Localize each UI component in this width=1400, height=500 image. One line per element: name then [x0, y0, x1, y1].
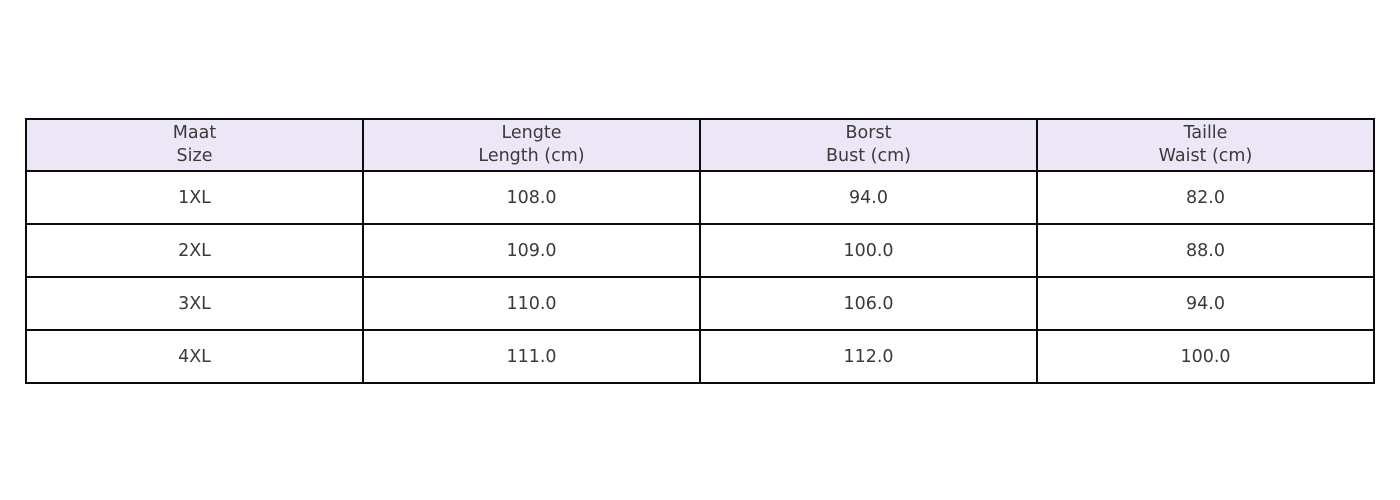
header-cell-size: Maat Size: [25, 118, 364, 172]
cell-length: 111.0: [362, 329, 701, 384]
header-bust-english: Bust (cm): [826, 146, 911, 166]
header-waist-english: Waist (cm): [1158, 146, 1253, 166]
cell-bust: 112.0: [699, 329, 1038, 384]
cell-length: 108.0: [362, 170, 701, 225]
cell-waist: 88.0: [1036, 223, 1375, 278]
cell-waist: 82.0: [1036, 170, 1375, 225]
header-size-native: Maat: [172, 123, 217, 143]
header-length-native: Lengte: [501, 123, 562, 143]
cell-waist: 100.0: [1036, 329, 1375, 384]
header-cell-waist: Taille Waist (cm): [1036, 118, 1375, 172]
size-chart-table: Maat Size Lengte Length (cm) Borst Bust …: [25, 118, 1375, 384]
header-cell-length: Lengte Length (cm): [362, 118, 701, 172]
cell-size: 2XL: [25, 223, 364, 278]
table-row: 4XL 111.0 112.0 100.0: [25, 329, 1375, 384]
cell-length: 109.0: [362, 223, 701, 278]
table-row: 1XL 108.0 94.0 82.0: [25, 170, 1375, 225]
header-length-english: Length (cm): [478, 146, 585, 166]
size-chart-body: 1XL 108.0 94.0 82.0 2XL 109.0 100.0 88.0…: [25, 170, 1375, 384]
cell-length: 110.0: [362, 276, 701, 331]
header-bust-native: Borst: [845, 123, 892, 143]
cell-waist: 94.0: [1036, 276, 1375, 331]
size-chart-header: Maat Size Lengte Length (cm) Borst Bust …: [25, 118, 1375, 172]
table-row: 2XL 109.0 100.0 88.0: [25, 223, 1375, 278]
cell-bust: 100.0: [699, 223, 1038, 278]
cell-size: 1XL: [25, 170, 364, 225]
header-row: Maat Size Lengte Length (cm) Borst Bust …: [25, 118, 1375, 172]
header-cell-bust: Borst Bust (cm): [699, 118, 1038, 172]
header-waist-native: Taille: [1183, 123, 1228, 143]
header-size-english: Size: [176, 146, 213, 166]
cell-bust: 106.0: [699, 276, 1038, 331]
table-row: 3XL 110.0 106.0 94.0: [25, 276, 1375, 331]
cell-size: 3XL: [25, 276, 364, 331]
cell-size: 4XL: [25, 329, 364, 384]
cell-bust: 94.0: [699, 170, 1038, 225]
